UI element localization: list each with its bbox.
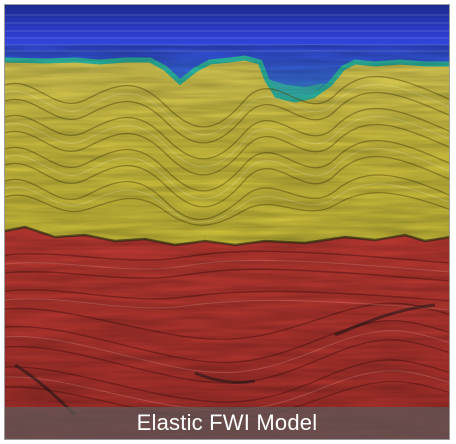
velocity-model-graphic [5, 5, 449, 439]
texture-overlay [5, 45, 449, 439]
seismic-model-image: Elastic FWI Model [4, 4, 450, 440]
figure-caption: Elastic FWI Model [136, 410, 318, 435]
caption-bar: Elastic FWI Model [5, 407, 449, 439]
